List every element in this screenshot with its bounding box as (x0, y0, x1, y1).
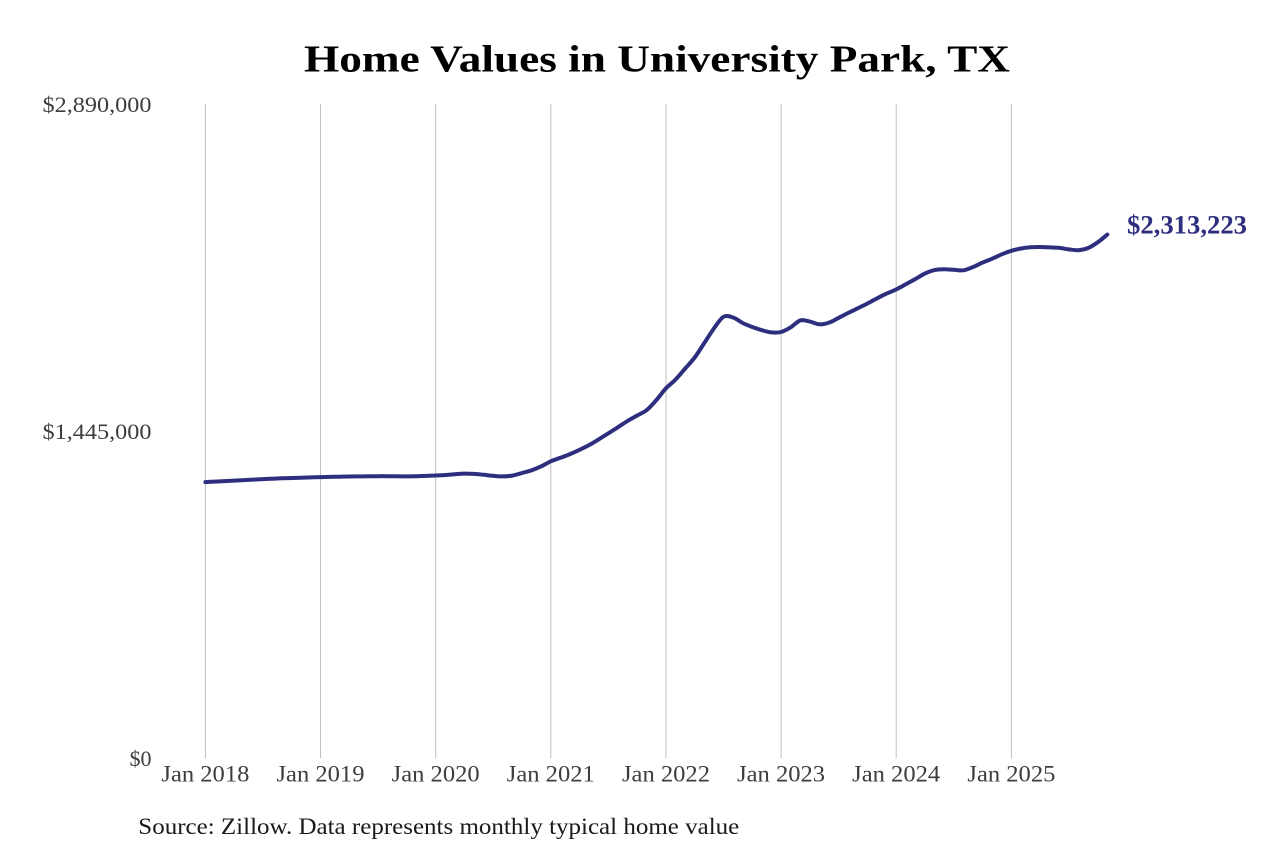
svg-text:$2,890,000: $2,890,000 (43, 92, 152, 117)
svg-text:Jan 2020: Jan 2020 (392, 762, 480, 787)
svg-text:Jan 2019: Jan 2019 (277, 762, 365, 787)
svg-text:$1,445,000: $1,445,000 (43, 419, 152, 444)
svg-text:$2,313,223: $2,313,223 (1127, 211, 1247, 240)
svg-text:Source: Zillow. Data represent: Source: Zillow. Data represents monthly … (138, 814, 739, 839)
svg-text:Jan 2023: Jan 2023 (737, 762, 825, 787)
svg-text:Jan 2018: Jan 2018 (161, 762, 249, 787)
svg-text:Jan 2024: Jan 2024 (852, 762, 941, 787)
svg-text:Jan 2025: Jan 2025 (967, 762, 1055, 787)
svg-text:$0: $0 (130, 746, 152, 771)
svg-text:Home Values in University Park: Home Values in University Park, TX (304, 39, 1010, 81)
svg-text:Jan 2022: Jan 2022 (622, 762, 710, 787)
svg-text:Jan 2021: Jan 2021 (507, 762, 595, 787)
